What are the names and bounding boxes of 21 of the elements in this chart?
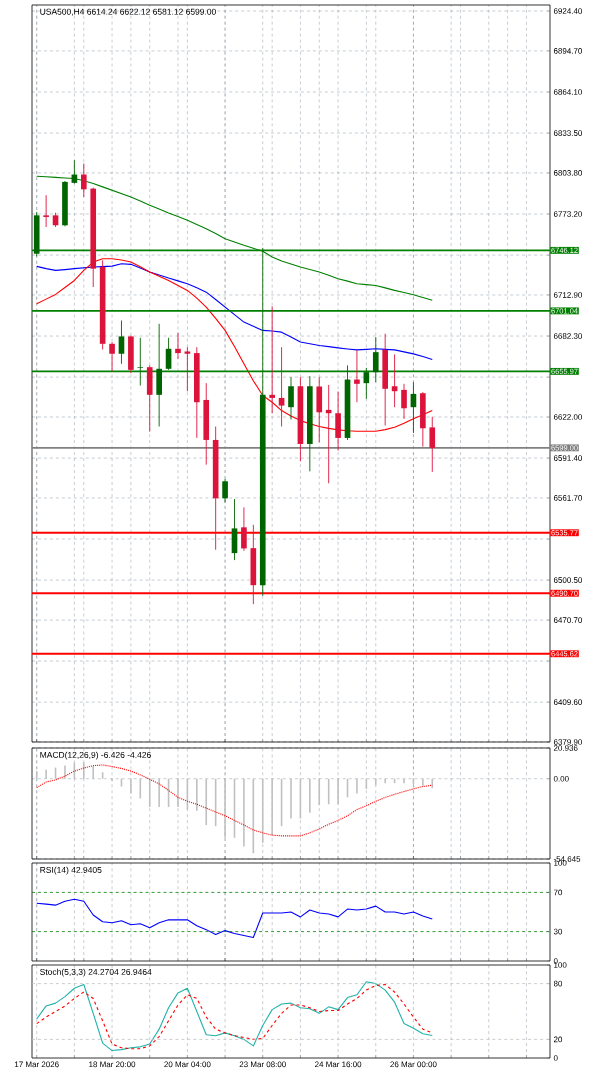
candlestick bbox=[325, 384, 332, 484]
candlestick bbox=[401, 383, 407, 420]
candlestick bbox=[354, 349, 360, 403]
candlestick bbox=[278, 346, 285, 427]
candlestick bbox=[429, 416, 436, 473]
candlestick bbox=[43, 194, 49, 228]
candlestick bbox=[137, 337, 144, 387]
candlestick bbox=[222, 478, 228, 503]
chart-title: RSI(14) 42.9405 bbox=[40, 866, 102, 875]
candlestick bbox=[184, 346, 191, 392]
candlestick bbox=[372, 336, 379, 383]
candlestick bbox=[288, 376, 294, 420]
chart-title: USA500,H4 6614.24 6622.12 6581.12 6599.00 bbox=[40, 8, 216, 16]
candlestick bbox=[241, 506, 247, 552]
candlestick bbox=[175, 332, 181, 360]
chart-title: Stoch(5,3,3) 24.2704 26.9464 bbox=[40, 968, 152, 977]
candlestick bbox=[118, 320, 125, 365]
candlestick bbox=[109, 341, 115, 372]
chart-title: MACD(12,26,9) -6.426 -4.426 bbox=[40, 751, 151, 760]
candlestick bbox=[269, 305, 275, 414]
candlestick bbox=[80, 163, 87, 198]
